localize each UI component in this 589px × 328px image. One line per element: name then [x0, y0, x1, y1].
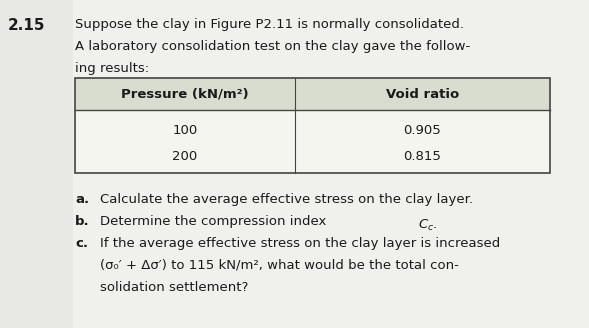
- Text: Determine the compression index: Determine the compression index: [100, 215, 330, 228]
- Text: 2.15: 2.15: [8, 18, 45, 33]
- Bar: [75, 78, 550, 110]
- Text: b.: b.: [75, 215, 90, 228]
- Text: Suppose the clay in Figure P2.11 is normally consolidated.: Suppose the clay in Figure P2.11 is norm…: [75, 18, 464, 31]
- Text: 200: 200: [173, 150, 198, 162]
- Text: Void ratio: Void ratio: [386, 88, 459, 100]
- Text: c.: c.: [75, 237, 88, 250]
- Text: solidation settlement?: solidation settlement?: [100, 281, 249, 294]
- Text: (σ₀′ + Δσ′) to 115 kN/m², what would be the total con-: (σ₀′ + Δσ′) to 115 kN/m², what would be …: [100, 259, 459, 272]
- Text: Calculate the average effective stress on the clay layer.: Calculate the average effective stress o…: [100, 193, 473, 206]
- Text: If the average effective stress on the clay layer is increased: If the average effective stress on the c…: [100, 237, 500, 250]
- Bar: [73, 0, 589, 328]
- Text: 0.905: 0.905: [403, 124, 441, 136]
- Text: ing results:: ing results:: [75, 62, 149, 75]
- Text: A laboratory consolidation test on the clay gave the follow-: A laboratory consolidation test on the c…: [75, 40, 470, 53]
- Text: Pressure (kN/m²): Pressure (kN/m²): [121, 88, 249, 100]
- Bar: [75, 110, 550, 173]
- Text: 0.815: 0.815: [403, 150, 441, 162]
- Text: a.: a.: [75, 193, 89, 206]
- Text: $C_c$.: $C_c$.: [418, 218, 438, 233]
- Text: 100: 100: [173, 124, 198, 136]
- Bar: [75, 78, 550, 173]
- Bar: [0, 0, 73, 328]
